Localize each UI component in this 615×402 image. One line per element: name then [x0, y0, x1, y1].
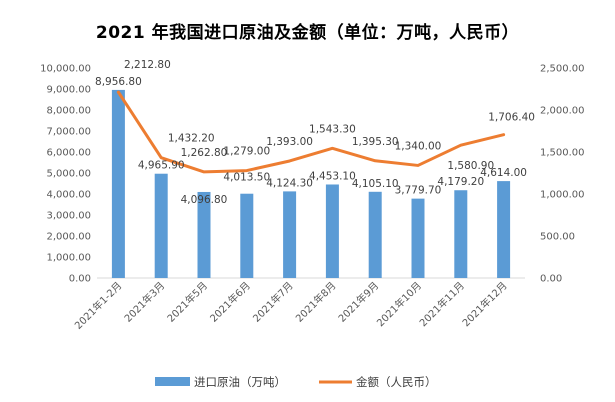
bar [111, 89, 125, 279]
bar-data-label: 4,124.30 [266, 177, 313, 189]
line-data-label: 1,262.80 [181, 147, 228, 159]
line-data-label: 1,340.00 [395, 140, 442, 152]
y-left-tick-label: 6,000.00 [46, 148, 91, 159]
y-left-tick-label: 10,000.00 [40, 64, 91, 75]
legend: 进口原油（万吨） 金额（人民币） [155, 375, 437, 389]
y-right-tick-label: 2,500.00 [540, 64, 585, 75]
bar-data-label: 4,453.10 [309, 170, 356, 182]
bar [283, 191, 297, 278]
data-labels: 8,956.80 4,965.90 4,096.80 4,013.504,124.30… [95, 59, 535, 206]
bar [497, 181, 511, 278]
x-tick-label: 2021年12月 [459, 279, 509, 329]
y-left-tick-label: 9,000.00 [46, 85, 91, 96]
x-tick-label: 2021年8月 [293, 279, 339, 325]
bar-data-label: 4,179.20 [437, 176, 484, 188]
bar [197, 191, 211, 278]
x-tick-label: 2021年1-2月 [72, 279, 125, 332]
y-left-tick-label: 8,000.00 [46, 106, 91, 117]
bar-data-label: 4,614.00 [480, 167, 527, 179]
bar-data-label: 4,965.90 [138, 160, 185, 172]
x-tick-label: 2021年3月 [121, 279, 167, 325]
x-tick-label: 2021年5月 [164, 279, 210, 325]
bar [368, 191, 382, 278]
line-data-label: 2,212.80 [124, 59, 171, 71]
bar [240, 193, 254, 278]
line-data-label: 1,395.30 [352, 136, 399, 148]
y-right-tick-label: 0.00 [540, 274, 562, 285]
y-left-tick-label: 3,000.00 [46, 211, 91, 222]
bar [411, 198, 425, 278]
y-right-tick-label: 1,500.00 [540, 148, 585, 159]
bar-data-label: 4,096.80 [181, 194, 228, 206]
y-left-tick-label: 5,000.00 [46, 169, 91, 180]
x-tick-label: 2021年10月 [374, 279, 424, 329]
y-left-tick-label: 0.00 [69, 274, 91, 285]
bar [454, 190, 468, 278]
y-left-tick-label: 4,000.00 [46, 190, 91, 201]
legend-line-label: 金额（人民币） [356, 375, 437, 389]
y-right-tick-label: 1,000.00 [540, 190, 585, 201]
bar-data-label: 3,779.70 [395, 185, 442, 197]
legend-bar-swatch [155, 377, 190, 386]
line-data-label: 1,706.40 [488, 112, 535, 124]
x-tick-label: 2021年9月 [335, 279, 381, 325]
legend-bar-label: 进口原油（万吨） [194, 375, 286, 389]
x-tick-label: 2021年7月 [250, 279, 296, 325]
y-right-tick-label: 2,000.00 [540, 106, 585, 117]
x-tick-label: 2021年6月 [207, 279, 253, 325]
bar [154, 173, 168, 278]
line-data-label: 1,432.20 [168, 133, 215, 145]
line-path [116, 90, 506, 174]
y-left-tick-label: 7,000.00 [46, 127, 91, 138]
line-data-label: 1,393.00 [266, 136, 313, 148]
x-tick-label: 2021年11月 [417, 279, 467, 329]
chart-title: 2021 年我国进口原油及金额（单位：万吨，人民币） [95, 23, 520, 43]
y-left-tick-label: 1,000.00 [46, 253, 91, 264]
line-series [116, 90, 506, 174]
line-data-label: 1,279.00 [223, 146, 270, 158]
bar-series [111, 89, 511, 279]
line-data-label: 1,580.90 [447, 160, 494, 172]
y-right-tick-label: 500.00 [540, 232, 575, 243]
line-data-label: 1,543.30 [309, 123, 356, 135]
bar-data-label: 8,956.80 [95, 76, 142, 88]
bar-data-label: 4,105.10 [352, 178, 399, 190]
bar [325, 184, 339, 278]
bar-data-label: 4,013.50 [223, 172, 270, 184]
y-left-tick-label: 2,000.00 [46, 232, 91, 243]
